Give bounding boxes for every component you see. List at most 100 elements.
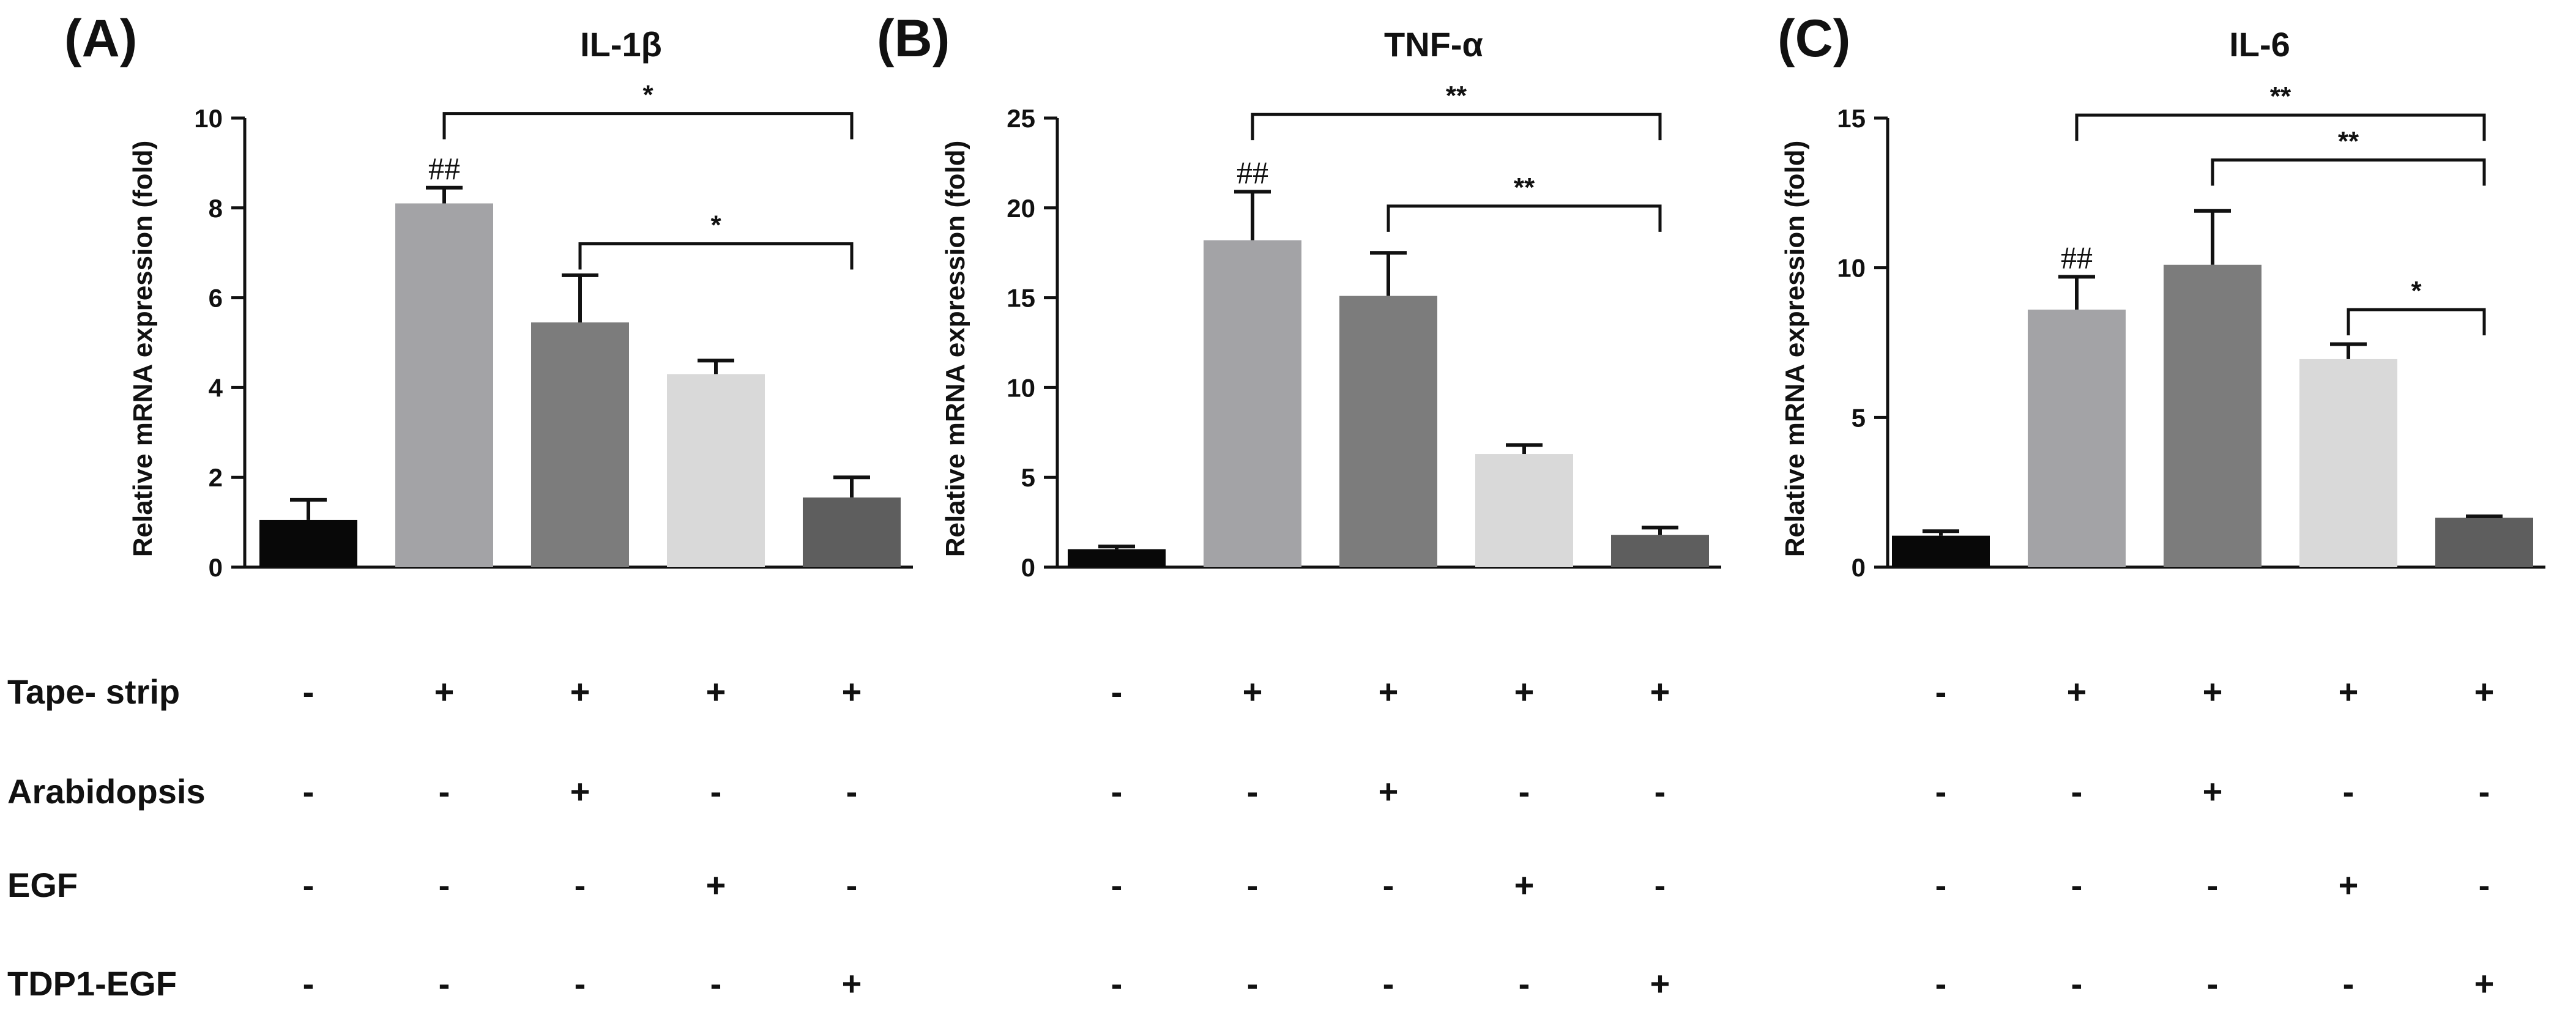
treatment-row-label: EGF bbox=[7, 866, 78, 904]
panel-b-title: TNF-α bbox=[1384, 25, 1483, 64]
panel-b-y-tick-label: 0 bbox=[1021, 553, 1035, 582]
panel-c-y-tick-label: 5 bbox=[1852, 403, 1866, 432]
panel-a-treatment-sign: + bbox=[842, 964, 862, 1003]
panel-b-treatment-sign: - bbox=[1655, 866, 1666, 904]
panel-a-treatment-sign: - bbox=[710, 772, 722, 811]
panel-c-sig-label-1: ** bbox=[2270, 81, 2291, 111]
panel-a-bar-3 bbox=[531, 322, 629, 567]
panel-b-treatment-sign: - bbox=[1383, 866, 1394, 904]
panel-a-treatment-sign: + bbox=[706, 866, 726, 904]
panel-a-sig-bracket-2 bbox=[578, 242, 854, 270]
panel-c-treatment-sign: + bbox=[2339, 866, 2359, 904]
panel-b-treatment-sign: - bbox=[1111, 964, 1123, 1003]
panel-b-y-tick-label: 20 bbox=[1007, 194, 1035, 223]
panel-a-treatment-sign: - bbox=[303, 964, 315, 1003]
panel-a-bar-5 bbox=[803, 497, 901, 567]
panel-c-treatment-sign: - bbox=[2479, 772, 2490, 811]
panel-c-y-tick-label: 10 bbox=[1837, 254, 1866, 283]
panel-a-treatment-sign: - bbox=[303, 672, 315, 711]
panel-b-y-tick-label: 25 bbox=[1007, 104, 1035, 133]
panel-a-bar-2 bbox=[395, 203, 493, 568]
panel-c-sig-bracket-2 bbox=[2211, 158, 2486, 186]
panel-b-treatment-sign: - bbox=[1383, 964, 1394, 1003]
panel-a-ylabel: Relative mRNA expression (fold) bbox=[128, 141, 158, 557]
panel-a-treatment-sign: - bbox=[303, 772, 315, 811]
panel-b-treatment-sign: + bbox=[1379, 772, 1399, 811]
panel-b-treatment-sign: - bbox=[1247, 964, 1259, 1003]
panel-b-treatment-sign: + bbox=[1514, 866, 1535, 904]
panel-a-y-tick-label: 6 bbox=[209, 284, 223, 313]
panel-b-sig-bracket-1 bbox=[1251, 113, 1662, 141]
panel-a-sig-label-2: * bbox=[710, 210, 721, 240]
panel-a-treatment-sign: - bbox=[575, 964, 586, 1003]
panel-b-y-tick-label: 10 bbox=[1007, 373, 1035, 402]
panel-b-treatment-sign: - bbox=[1111, 866, 1123, 904]
panel-b-treatment-sign: - bbox=[1519, 964, 1530, 1003]
panel-c-treatment-sign: - bbox=[2207, 866, 2219, 904]
panel-b-bar-1 bbox=[1068, 549, 1166, 567]
panel-b-bar-5 bbox=[1611, 535, 1709, 567]
panel-c-treatment-sign: - bbox=[2343, 772, 2355, 811]
panel-b-treatment-sign: - bbox=[1519, 772, 1530, 811]
panel-b-label: (B) bbox=[877, 9, 950, 68]
panel-c-sig-bracket-1 bbox=[2075, 113, 2486, 141]
treatment-row-label: TDP1-EGF bbox=[7, 964, 177, 1003]
panel-a-treatment-sign: - bbox=[846, 772, 858, 811]
panel-a-treatment-sign: - bbox=[439, 964, 450, 1003]
panel-a-treatment-sign: - bbox=[439, 772, 450, 811]
panel-c-treatment-sign: + bbox=[2203, 772, 2223, 811]
panel-c-hash-annotation: ## bbox=[2061, 240, 2093, 275]
panel-a-sig-label-1: * bbox=[642, 80, 653, 110]
panel-a-treatment-sign: + bbox=[570, 672, 590, 711]
panel-b-bar-4 bbox=[1475, 454, 1573, 567]
panel-c-label: (C) bbox=[1778, 9, 1850, 68]
panel-a-y-tick-label: 4 bbox=[209, 373, 223, 402]
treatment-row-label: Tape- strip bbox=[7, 672, 180, 711]
panel-c-sig-bracket-3 bbox=[2347, 308, 2486, 336]
panel-c-y-tick-label: 0 bbox=[1852, 553, 1866, 582]
panel-b-y-tick-label: 15 bbox=[1007, 284, 1035, 313]
panel-c-treatment-sign: + bbox=[2474, 964, 2495, 1003]
panel-a-label: (A) bbox=[64, 9, 137, 68]
panel-b-treatment-sign: + bbox=[1650, 672, 1670, 711]
panel-b-treatment-sign: - bbox=[1655, 772, 1666, 811]
panel-c-treatment-sign: - bbox=[2071, 866, 2083, 904]
panel-c-bar-4 bbox=[2299, 359, 2397, 567]
panel-b-treatment-sign: + bbox=[1379, 672, 1399, 711]
panel-a-treatment-sign: - bbox=[303, 866, 315, 904]
panel-b-treatment-sign: + bbox=[1514, 672, 1535, 711]
panel-a-treatment-sign: - bbox=[846, 866, 858, 904]
panel-c-treatment-sign: - bbox=[2343, 964, 2355, 1003]
panel-c-bar-1 bbox=[1892, 535, 1990, 567]
panel-b-ylabel: Relative mRNA expression (fold) bbox=[940, 141, 970, 557]
treatment-row-label: Arabidopsis bbox=[7, 772, 206, 811]
panel-c-bar-5 bbox=[2435, 518, 2533, 567]
panel-b-treatment-sign: - bbox=[1247, 772, 1259, 811]
panel-b-treatment-sign: + bbox=[1243, 672, 1263, 711]
panel-b-bar-3 bbox=[1339, 296, 1437, 567]
panel-a-y-tick-label: 10 bbox=[194, 104, 223, 133]
panel-a-hash-annotation: ## bbox=[428, 152, 460, 187]
panel-c-treatment-sign: - bbox=[1935, 866, 1947, 904]
panel-a-bar-4 bbox=[667, 374, 765, 567]
panel-c-treatment-sign: - bbox=[2207, 964, 2219, 1003]
panel-b-treatment-sign: + bbox=[1650, 964, 1670, 1003]
panel-b-sig-label-1: ** bbox=[1446, 81, 1467, 111]
panel-c-treatment-sign: + bbox=[2203, 672, 2223, 711]
panel-b-treatment-sign: - bbox=[1111, 772, 1123, 811]
panel-b-y-tick-label: 5 bbox=[1021, 463, 1035, 492]
panel-b-hash-annotation: ## bbox=[1237, 155, 1268, 190]
panel-a-treatment-sign: - bbox=[575, 866, 586, 904]
panel-c-treatment-sign: - bbox=[2071, 964, 2083, 1003]
panel-c-treatment-sign: + bbox=[2067, 672, 2087, 711]
panel-c-treatment-sign: - bbox=[2479, 866, 2490, 904]
panel-b-treatment-sign: - bbox=[1111, 672, 1123, 711]
panel-a-y-tick-label: 8 bbox=[209, 194, 223, 223]
panel-a-treatment-sign: + bbox=[842, 672, 862, 711]
panel-b-bar-2 bbox=[1204, 240, 1301, 567]
panel-a-sig-bracket-1 bbox=[442, 112, 854, 139]
panel-c-treatment-sign: - bbox=[1935, 672, 1947, 711]
panel-c-treatment-sign: - bbox=[1935, 964, 1947, 1003]
